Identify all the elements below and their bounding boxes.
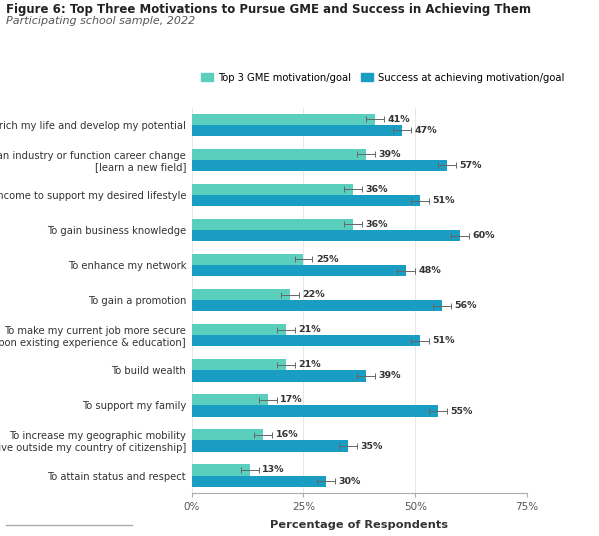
Text: 36%: 36% [365, 220, 388, 229]
Text: 22%: 22% [302, 290, 325, 299]
Text: 48%: 48% [419, 266, 441, 275]
Bar [192, 429, 263, 441]
Text: 41%: 41% [388, 115, 410, 124]
Text: 13%: 13% [262, 465, 285, 474]
Text: 39%: 39% [379, 371, 401, 381]
Text: 39%: 39% [379, 150, 401, 159]
Text: 51%: 51% [432, 196, 455, 205]
Bar [192, 370, 366, 382]
Text: Participating school sample, 2022: Participating school sample, 2022 [6, 16, 195, 26]
Bar [192, 230, 460, 241]
Text: 51%: 51% [432, 337, 455, 345]
X-axis label: Percentage of Respondents: Percentage of Respondents [270, 520, 449, 531]
Bar [192, 125, 402, 136]
Text: 47%: 47% [415, 126, 437, 135]
Bar [192, 359, 286, 370]
Legend: Top 3 GME motivation/goal, Success at achieving motivation/goal: Top 3 GME motivation/goal, Success at ac… [196, 69, 568, 87]
Bar [192, 441, 348, 452]
Text: 21%: 21% [298, 325, 320, 334]
Bar [192, 335, 420, 346]
Bar [192, 195, 420, 206]
Bar [192, 324, 286, 335]
Bar [192, 300, 442, 311]
Bar [192, 184, 353, 195]
Text: 25%: 25% [316, 255, 338, 264]
Text: 60%: 60% [473, 231, 495, 240]
Bar [192, 219, 353, 230]
Text: 21%: 21% [298, 360, 320, 369]
Bar [192, 464, 250, 475]
Bar [192, 289, 290, 300]
Text: 57%: 57% [459, 161, 482, 170]
Bar [192, 394, 268, 405]
Text: 36%: 36% [365, 185, 388, 194]
Bar [192, 405, 438, 416]
Bar [192, 114, 375, 125]
Text: 17%: 17% [280, 395, 303, 404]
Text: 56%: 56% [455, 301, 477, 310]
Text: Figure 6: Top Three Motivations to Pursue GME and Success in Achieving Them: Figure 6: Top Three Motivations to Pursu… [6, 3, 531, 16]
Text: 30%: 30% [338, 477, 361, 486]
Text: 55%: 55% [450, 406, 473, 415]
Bar [192, 475, 326, 487]
Bar [192, 148, 366, 160]
Bar [192, 265, 406, 276]
Bar [192, 254, 304, 265]
Text: 16%: 16% [276, 430, 298, 440]
Text: 35%: 35% [361, 442, 383, 451]
Bar [192, 160, 447, 171]
